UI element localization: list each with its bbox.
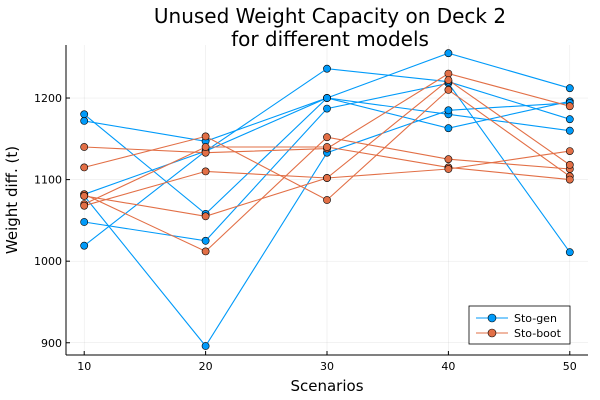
data-point-sto-gen bbox=[565, 248, 574, 257]
y-tick-label: 900 bbox=[41, 337, 62, 350]
data-point-sto-boot bbox=[201, 167, 210, 176]
data-point-sto-gen bbox=[201, 236, 210, 245]
x-tick-label: 20 bbox=[199, 360, 213, 373]
data-point-sto-boot bbox=[80, 143, 89, 151]
data-point-sto-boot bbox=[80, 201, 89, 210]
ticks: 10 20 30 40 50 900 1000 1100 1200 bbox=[34, 92, 577, 373]
x-axis-label: Scenarios bbox=[290, 377, 363, 395]
data-point-sto-boot bbox=[444, 165, 453, 173]
data-point-sto-boot bbox=[201, 143, 210, 151]
data-point-sto-boot bbox=[444, 76, 453, 84]
series-points bbox=[80, 49, 574, 350]
legend-marker-sto-gen bbox=[487, 313, 497, 323]
legend: Sto-gen Sto-boot bbox=[468, 305, 571, 345]
legend-label-sto-gen: Sto-gen bbox=[514, 312, 557, 325]
data-point-sto-boot bbox=[80, 163, 89, 172]
data-point-sto-gen bbox=[444, 124, 453, 133]
legend-label-sto-boot: Sto-boot bbox=[514, 327, 562, 340]
y-axis-label: Weight diff. (t) bbox=[3, 146, 21, 254]
x-tick-label: 40 bbox=[441, 360, 455, 373]
data-point-sto-boot bbox=[323, 143, 331, 151]
legend-box bbox=[468, 305, 571, 345]
x-tick-label: 50 bbox=[563, 360, 577, 373]
data-point-sto-gen bbox=[323, 94, 331, 102]
data-point-sto-gen bbox=[565, 84, 574, 93]
data-point-sto-gen bbox=[323, 104, 331, 113]
data-point-sto-gen bbox=[80, 110, 89, 119]
data-point-sto-boot bbox=[565, 160, 574, 169]
legend-marker-sto-boot bbox=[487, 328, 497, 338]
y-tick-label: 1200 bbox=[34, 92, 62, 105]
data-point-sto-gen bbox=[444, 49, 453, 58]
data-point-sto-boot bbox=[444, 86, 453, 94]
data-point-sto-gen bbox=[565, 126, 574, 135]
data-point-sto-boot bbox=[565, 175, 574, 184]
data-point-sto-boot bbox=[323, 196, 331, 204]
data-point-sto-boot bbox=[565, 147, 574, 155]
data-point-sto-gen bbox=[80, 218, 89, 226]
data-point-sto-boot bbox=[565, 102, 574, 111]
x-tick-label: 30 bbox=[320, 360, 334, 373]
data-point-sto-boot bbox=[201, 212, 210, 221]
data-point-sto-gen bbox=[444, 106, 453, 115]
data-point-sto-gen bbox=[80, 241, 89, 250]
y-tick-label: 1000 bbox=[34, 255, 62, 268]
data-point-sto-gen bbox=[80, 117, 89, 125]
data-point-sto-boot bbox=[444, 69, 453, 78]
y-tick-label: 1100 bbox=[34, 174, 62, 187]
x-tick-label: 10 bbox=[77, 360, 91, 373]
data-point-sto-gen bbox=[565, 115, 574, 124]
data-point-sto-boot bbox=[323, 174, 331, 182]
chart-title-line1: Unused Weight Capacity on Deck 2 bbox=[154, 4, 506, 28]
data-point-sto-gen bbox=[323, 64, 331, 73]
chart-title-line2: for different models bbox=[231, 27, 429, 51]
data-point-sto-boot bbox=[201, 247, 210, 256]
data-point-sto-gen bbox=[201, 342, 210, 350]
data-point-sto-boot bbox=[323, 133, 331, 142]
data-point-sto-boot bbox=[201, 132, 210, 141]
data-point-sto-boot bbox=[444, 155, 453, 164]
data-point-sto-boot bbox=[80, 191, 89, 200]
